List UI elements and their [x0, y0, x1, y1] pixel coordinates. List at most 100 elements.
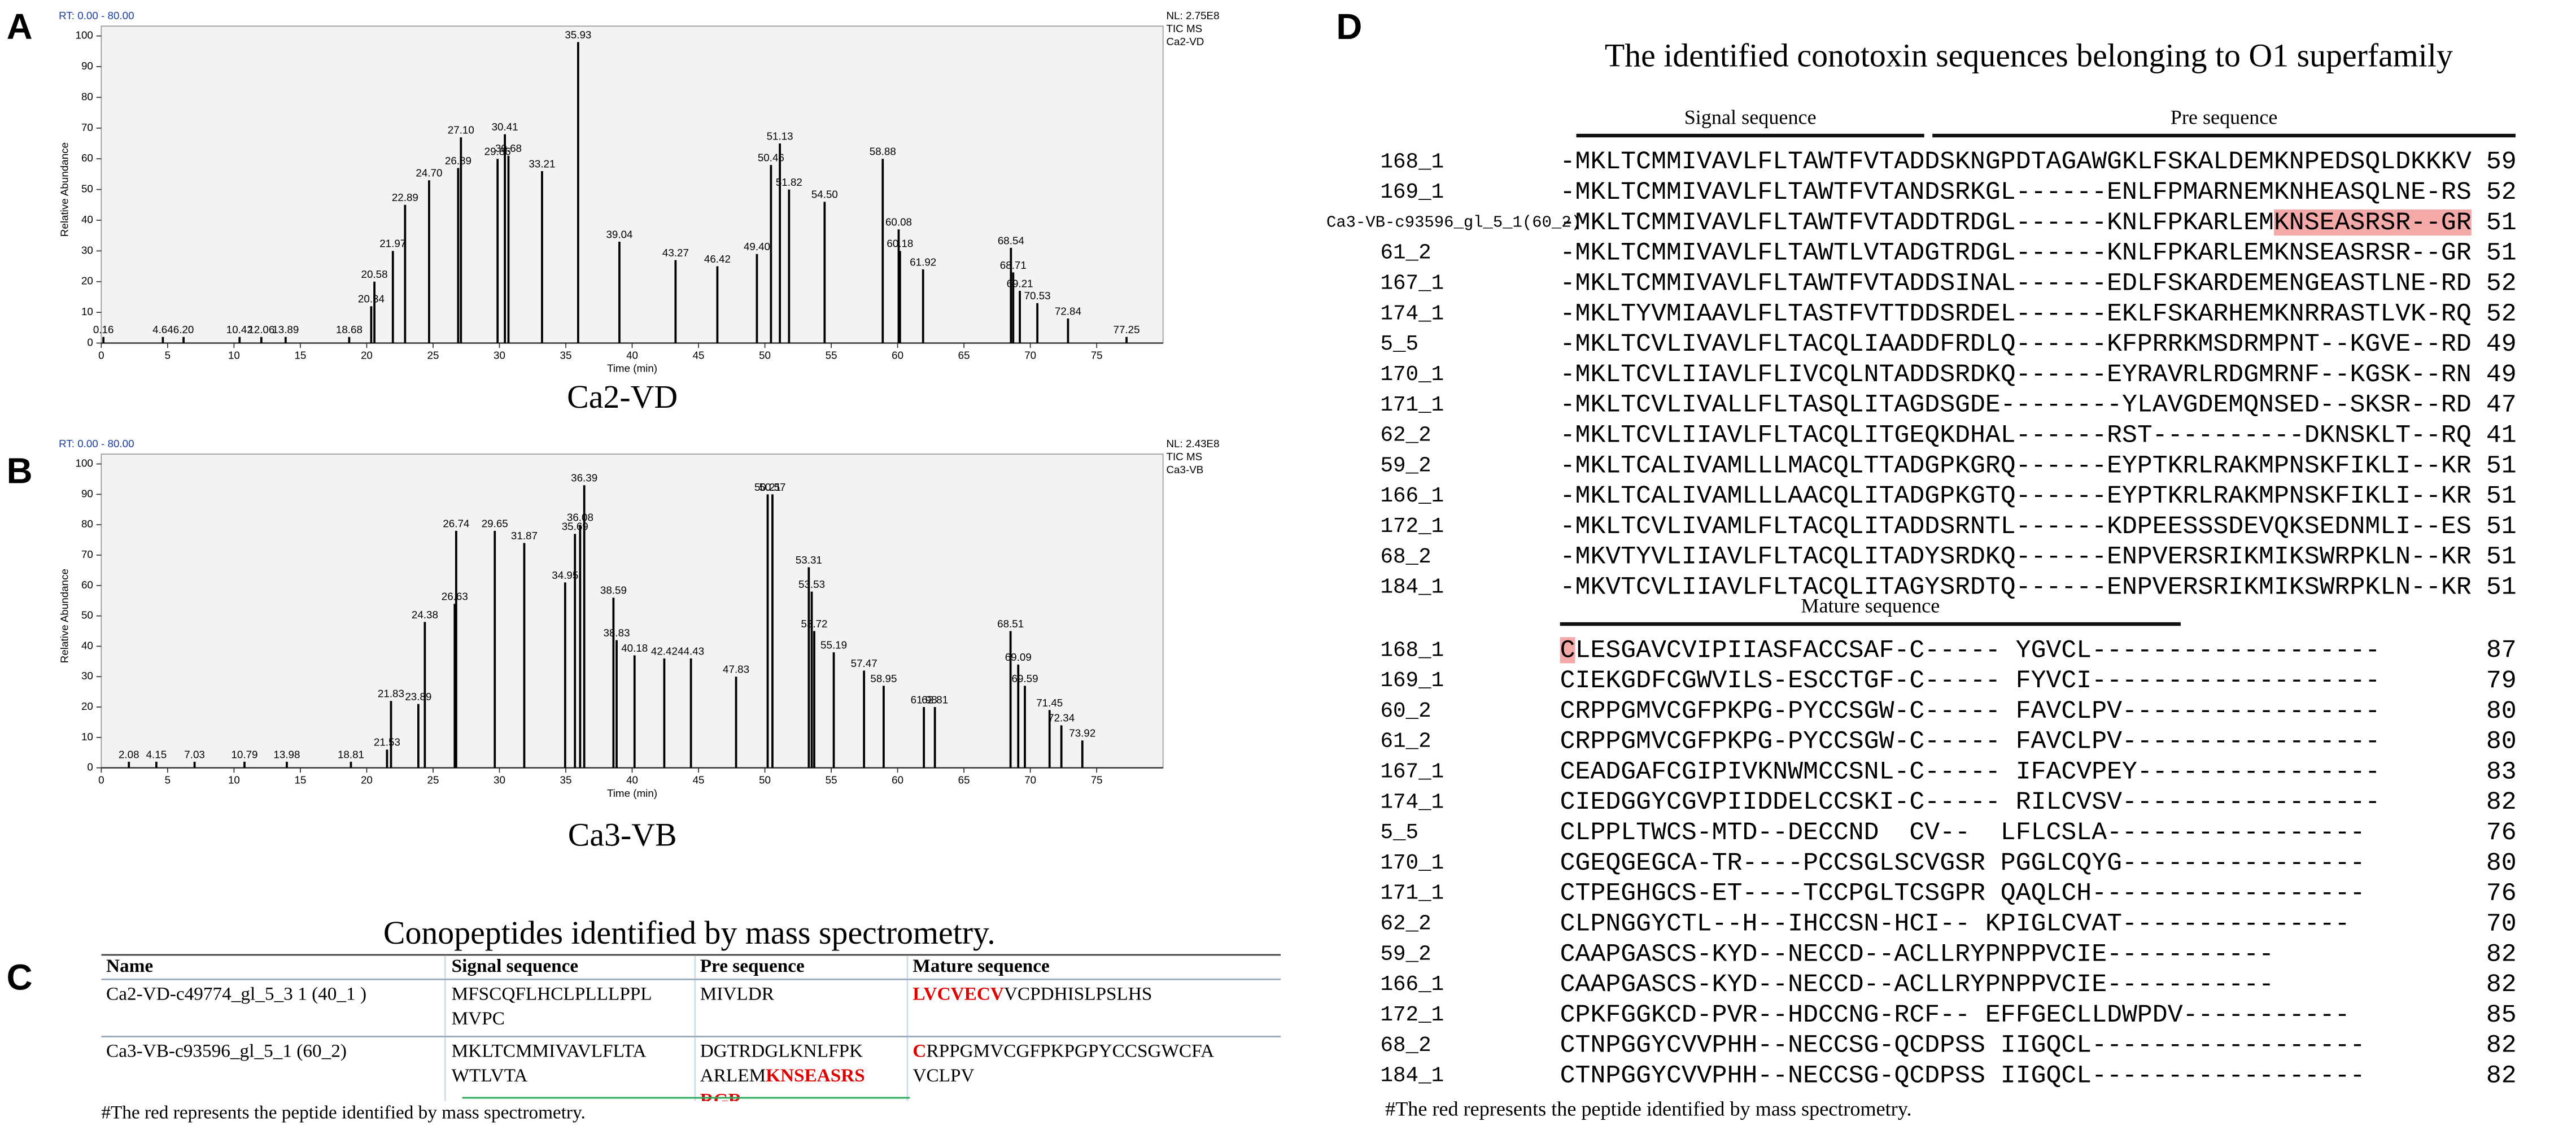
sequence-length: 51: [2486, 239, 2517, 268]
peak-label: 34.95: [552, 569, 578, 581]
sequence: CLPPLTWCS-MTD--DECCND CV-- LFLCSLA------…: [1560, 819, 2365, 847]
sequence-segment: -MKLTCMMIVAVLFLTAWTFVTADDTRDGL------KNLF…: [1560, 209, 2274, 237]
table-row: Ca3-VB-c93596_gl_5_1 (60_2) MKLTCMMIVAVLF…: [101, 1036, 1281, 1101]
y-tick-label: 40: [81, 213, 93, 225]
x-tick-label: 75: [1091, 350, 1103, 361]
sequence-length: 41: [2486, 422, 2517, 450]
sequence-segment: KNSEASRSR--GR: [2274, 209, 2472, 237]
peak-label: 10.42: [226, 324, 253, 335]
sequence-length: 59: [2486, 148, 2517, 176]
group-label: Pre sequence: [2171, 106, 2278, 128]
peak-label: 21.53: [374, 736, 400, 748]
table-row: Ca2-VD-c49774_gl_5_3 1 (40_1 ) MFSCQFLHCL…: [101, 979, 1281, 1037]
sequence: -MKLTCALIVAMLLLMACQLTTADGPKGRQ------EYPT…: [1560, 452, 2472, 480]
peak-label: 26.74: [443, 517, 469, 529]
sequence-length: 82: [2486, 1032, 2517, 1060]
table-header-row: Name Signal sequence Pre sequence Mature se…: [101, 954, 1281, 980]
sequence-name: 170_1: [1380, 852, 1444, 875]
sequence: -MKVTYVLIIAVLFLTACQLITADYSRDKQ------ENPV…: [1560, 543, 2472, 571]
sequence-length: 51: [2486, 482, 2517, 511]
peak-label: 18.68: [336, 324, 363, 335]
peak-label: 72.34: [1048, 712, 1075, 724]
sequence: CRPPGMVCGFPKPG-PYCCSGW-C----- FAVCLPV---…: [1560, 697, 2381, 726]
x-tick-label: 50: [759, 350, 771, 361]
sequence-length: 82: [2486, 788, 2517, 817]
x-axis-label: Time (min): [607, 363, 657, 374]
table-footnote: #The red represents the peptide identifi…: [101, 1102, 585, 1123]
x-tick-label: 20: [361, 350, 373, 361]
peak-label: 13.89: [272, 324, 299, 335]
y-tick-label: 80: [81, 90, 93, 102]
peak-label: 73.92: [1069, 727, 1095, 739]
sequence: -MKLTCVLIVALLFLTASQLITAGDSGDE--------YLA…: [1560, 391, 2472, 420]
peak-label: 53.31: [796, 554, 822, 566]
y-tick-label: 60: [81, 152, 93, 164]
peak-label: 2.08: [119, 748, 139, 760]
y-tick-label: 30: [81, 244, 93, 256]
sequence-text: DGTRDGLKNLFPK ARLEM: [700, 1042, 863, 1087]
peak-label: 77.25: [1114, 324, 1140, 335]
sequence-length: 51: [2486, 543, 2517, 571]
sequence-name: 62_2: [1380, 424, 1431, 448]
peak-label: 42.42: [651, 645, 678, 657]
sequence-name: 5_5: [1380, 333, 1418, 356]
x-tick-label: 25: [427, 350, 439, 361]
panel-label: D: [1336, 7, 1362, 47]
chart-subtitle: Ca2-VD: [567, 378, 678, 415]
y-tick-label: 50: [81, 609, 93, 621]
peak-label: 35.69: [562, 521, 588, 533]
header-cell: Mature sequence: [906, 954, 1281, 980]
x-tick-label: 25: [427, 774, 439, 786]
peak-label: 4.64: [152, 324, 173, 335]
peak-label: 60.18: [887, 238, 913, 250]
sequence: CLPNGGYCTL--H--IHCCSN-HCI-- KPIGLCVAT---…: [1560, 910, 2350, 938]
chart-info: Ca3-VB: [1166, 464, 1203, 475]
sequence-name: 60_2: [1380, 700, 1431, 723]
x-tick-label: 65: [958, 774, 970, 786]
sequence-length: 70: [2486, 910, 2517, 938]
table-cell: MFSCQFLHCLPLLLPPL MVPC: [445, 979, 695, 1037]
sequence: CEADGAFCGIPIVKNWMCCSNL-C----- IFACVPEY--…: [1560, 758, 2381, 786]
sequence-name: 171_1: [1380, 882, 1444, 906]
peak-label: 40.18: [621, 642, 648, 654]
sequence: CTNPGGYCVVPHH--NECCSG-QCDPSS IIGQCL-----…: [1560, 1062, 2365, 1090]
y-tick-label: 90: [81, 487, 93, 499]
table-cell: Ca3-VB-c93596_gl_5_1 (60_2): [101, 1036, 446, 1101]
peak-label: 51.82: [776, 176, 802, 188]
x-tick-label: 5: [165, 350, 171, 361]
sequence-length: 76: [2486, 819, 2517, 847]
sequence-name: 59_2: [1380, 454, 1431, 478]
x-tick-label: 55: [826, 350, 837, 361]
panel-label: C: [7, 958, 33, 998]
table-cell: MKLTCMMIVAVLFLTA WTLVTA: [445, 1036, 695, 1101]
y-tick-label: 50: [81, 183, 93, 195]
peak-label: 33.21: [529, 158, 555, 169]
table-cell: LVCVECVVCPDHISLPSLHS: [906, 979, 1281, 1037]
peak-label: 62.81: [922, 693, 948, 705]
peak-label: 10.79: [231, 748, 257, 760]
panel-label: B: [7, 451, 33, 491]
chart-subtitle: Ca3-VB: [568, 816, 677, 853]
plot-area: [101, 453, 1164, 769]
sequence-length: 80: [2486, 728, 2517, 756]
peak-label: 38.83: [604, 627, 630, 639]
peak-label: 39.04: [606, 228, 632, 240]
sequence-length: 82: [2486, 1062, 2517, 1090]
x-tick-label: 10: [228, 350, 240, 361]
peak-label: 69.21: [1007, 277, 1033, 289]
highlighted-peptide: LVCVECV: [912, 985, 1004, 1005]
sequence-name: 169_1: [1380, 181, 1444, 204]
x-tick-label: 15: [294, 350, 306, 361]
header-cell: Name: [101, 954, 446, 980]
peak-label: 24.70: [416, 167, 442, 179]
x-tick-label: 35: [560, 774, 572, 786]
x-tick-label: 35: [560, 350, 572, 361]
peak-label: 7.03: [184, 748, 205, 760]
table-cell: CRPPGMVCGFPKPGPYCCSGWCFA VCLPV: [906, 1036, 1281, 1101]
y-tick-label: 10: [81, 731, 93, 743]
x-tick-label: 70: [1024, 350, 1036, 361]
y-tick-label: 100: [76, 457, 93, 469]
y-tick-label: 20: [81, 275, 93, 287]
sequence-name: 172_1: [1380, 1004, 1444, 1027]
sequence: -MKLTCMMIVAVLFLTAWTFVTADDTRDGL------KNLF…: [1560, 209, 2472, 237]
